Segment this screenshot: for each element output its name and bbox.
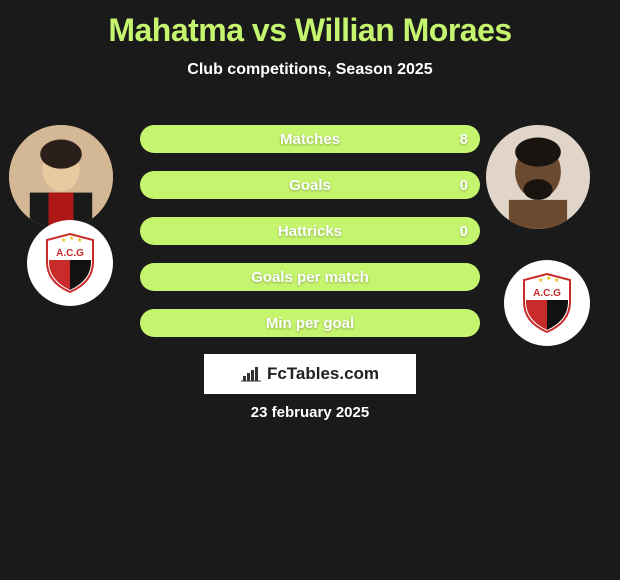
- club-badge-right: A.C.G ★ ★ ★: [504, 260, 590, 346]
- club-badge-left: A.C.G ★ ★ ★: [27, 220, 113, 306]
- stats-container: Matches 8 Goals 0 Hattricks 0 Goals per …: [140, 125, 480, 355]
- stat-label: Matches: [280, 131, 340, 148]
- svg-text:★: ★: [554, 277, 559, 284]
- stat-label: Goals per match: [251, 269, 369, 286]
- date-text: 23 february 2025: [0, 404, 620, 421]
- comparison-title: Mahatma vs Willian Moraes: [0, 0, 620, 49]
- svg-text:★: ★: [546, 275, 551, 282]
- branding-box: FcTables.com: [204, 354, 416, 394]
- stat-row-min-per-goal: Min per goal: [140, 309, 480, 337]
- svg-text:★: ★: [77, 237, 82, 244]
- player-left-avatar: [9, 125, 113, 229]
- svg-text:A.C.G: A.C.G: [56, 248, 84, 259]
- stat-row-goals: Goals 0: [140, 171, 480, 199]
- stat-row-goals-per-match: Goals per match: [140, 263, 480, 291]
- avatar-placeholder-icon: [9, 125, 113, 229]
- svg-text:★: ★: [69, 235, 74, 242]
- stat-right-value: 0: [460, 223, 468, 240]
- chart-icon: [241, 366, 261, 382]
- stat-row-matches: Matches 8: [140, 125, 480, 153]
- club-shield-icon: A.C.G ★ ★ ★: [520, 272, 574, 334]
- branding-text: FcTables.com: [267, 364, 379, 384]
- stat-label: Hattricks: [278, 223, 342, 240]
- avatar-placeholder-icon: [486, 125, 590, 229]
- svg-text:★: ★: [538, 277, 543, 284]
- stat-row-hattricks: Hattricks 0: [140, 217, 480, 245]
- stat-right-value: 8: [460, 131, 468, 148]
- stat-label: Goals: [289, 177, 331, 194]
- stat-label: Min per goal: [266, 315, 354, 332]
- svg-text:★: ★: [61, 237, 66, 244]
- svg-text:A.C.G: A.C.G: [533, 288, 561, 299]
- club-shield-icon: A.C.G ★ ★ ★: [43, 232, 97, 294]
- stat-right-value: 0: [460, 177, 468, 194]
- comparison-subtitle: Club competitions, Season 2025: [0, 61, 620, 79]
- player-right-avatar: [486, 125, 590, 229]
